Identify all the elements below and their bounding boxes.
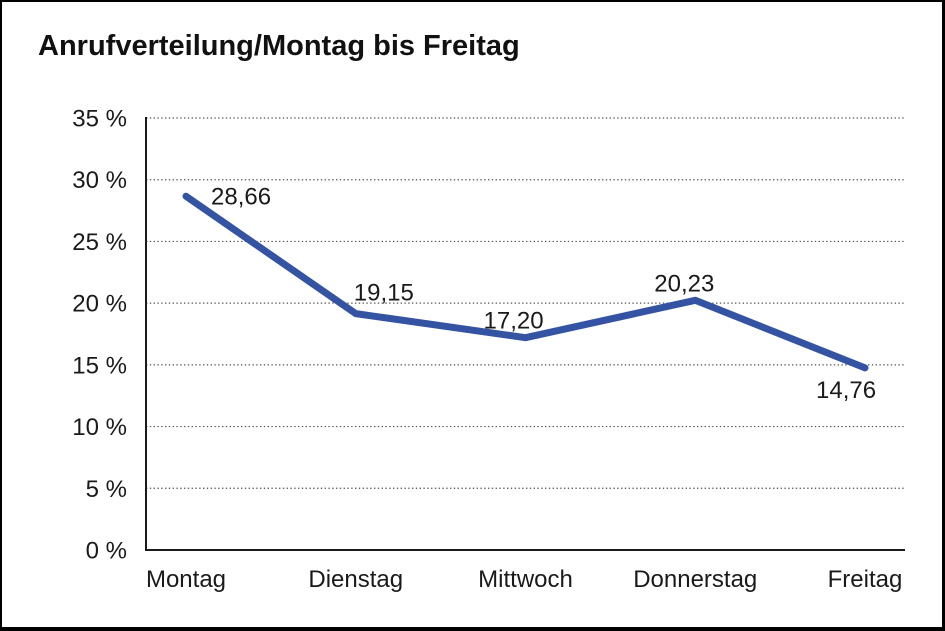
x-category-label: Donnerstag [633,566,757,593]
y-tick-label: 35 % [72,106,127,133]
x-category-label: Montag [146,566,226,593]
data-label: 20,23 [654,270,714,297]
y-tick-label: 20 % [72,291,127,318]
y-tick-label: 0 % [86,538,127,565]
data-label: 28,66 [211,183,271,210]
x-category-label: Freitag [828,566,903,593]
y-tick-label: 15 % [72,352,127,379]
data-label: 19,15 [354,280,414,307]
data-label: 14,76 [816,377,876,404]
y-tick-label: 30 % [72,167,127,194]
data-line [182,192,869,372]
x-category-label: Mittwoch [478,566,573,593]
x-category-label: Dienstag [308,566,403,593]
y-tick-label: 10 % [72,414,127,441]
y-tick-label: 5 % [86,476,127,503]
chart-title: Anrufverteilung/Montag bis Freitag [38,30,520,62]
data-label: 17,20 [484,308,544,335]
y-tick-label: 25 % [72,229,127,256]
